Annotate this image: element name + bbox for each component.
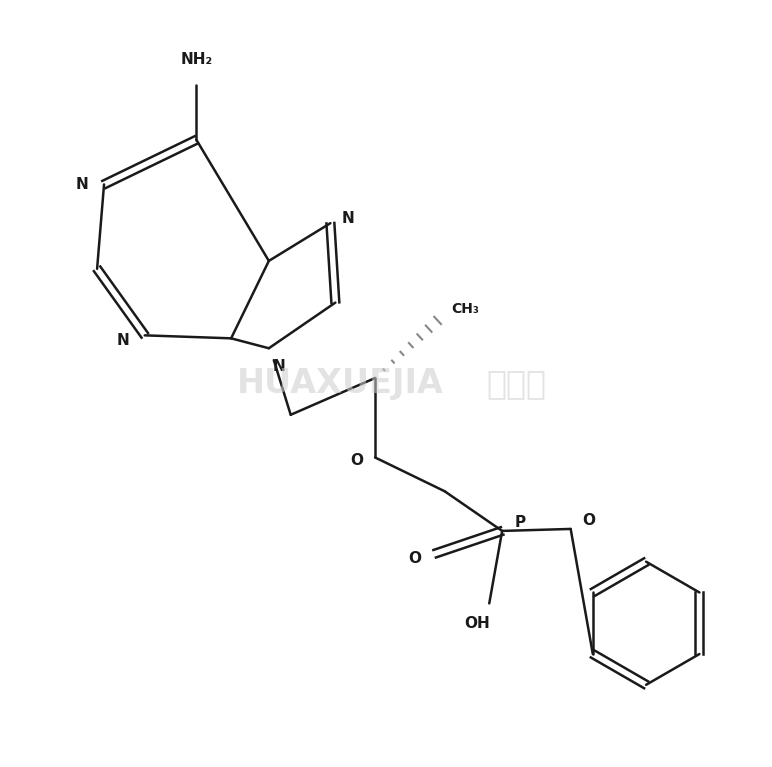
Text: 化学加: 化学加 <box>486 367 547 400</box>
Text: OH: OH <box>465 616 490 630</box>
Text: O: O <box>408 551 422 566</box>
Text: N: N <box>117 333 129 347</box>
Text: P: P <box>514 515 526 531</box>
Text: N: N <box>273 359 285 374</box>
Text: O: O <box>582 513 595 528</box>
Text: NH₂: NH₂ <box>181 52 212 67</box>
Text: N: N <box>342 211 354 225</box>
Text: N: N <box>76 177 89 192</box>
Text: HUAXUEJIA: HUAXUEJIA <box>236 367 443 400</box>
Text: CH₃: CH₃ <box>452 301 479 315</box>
Text: O: O <box>350 453 364 468</box>
